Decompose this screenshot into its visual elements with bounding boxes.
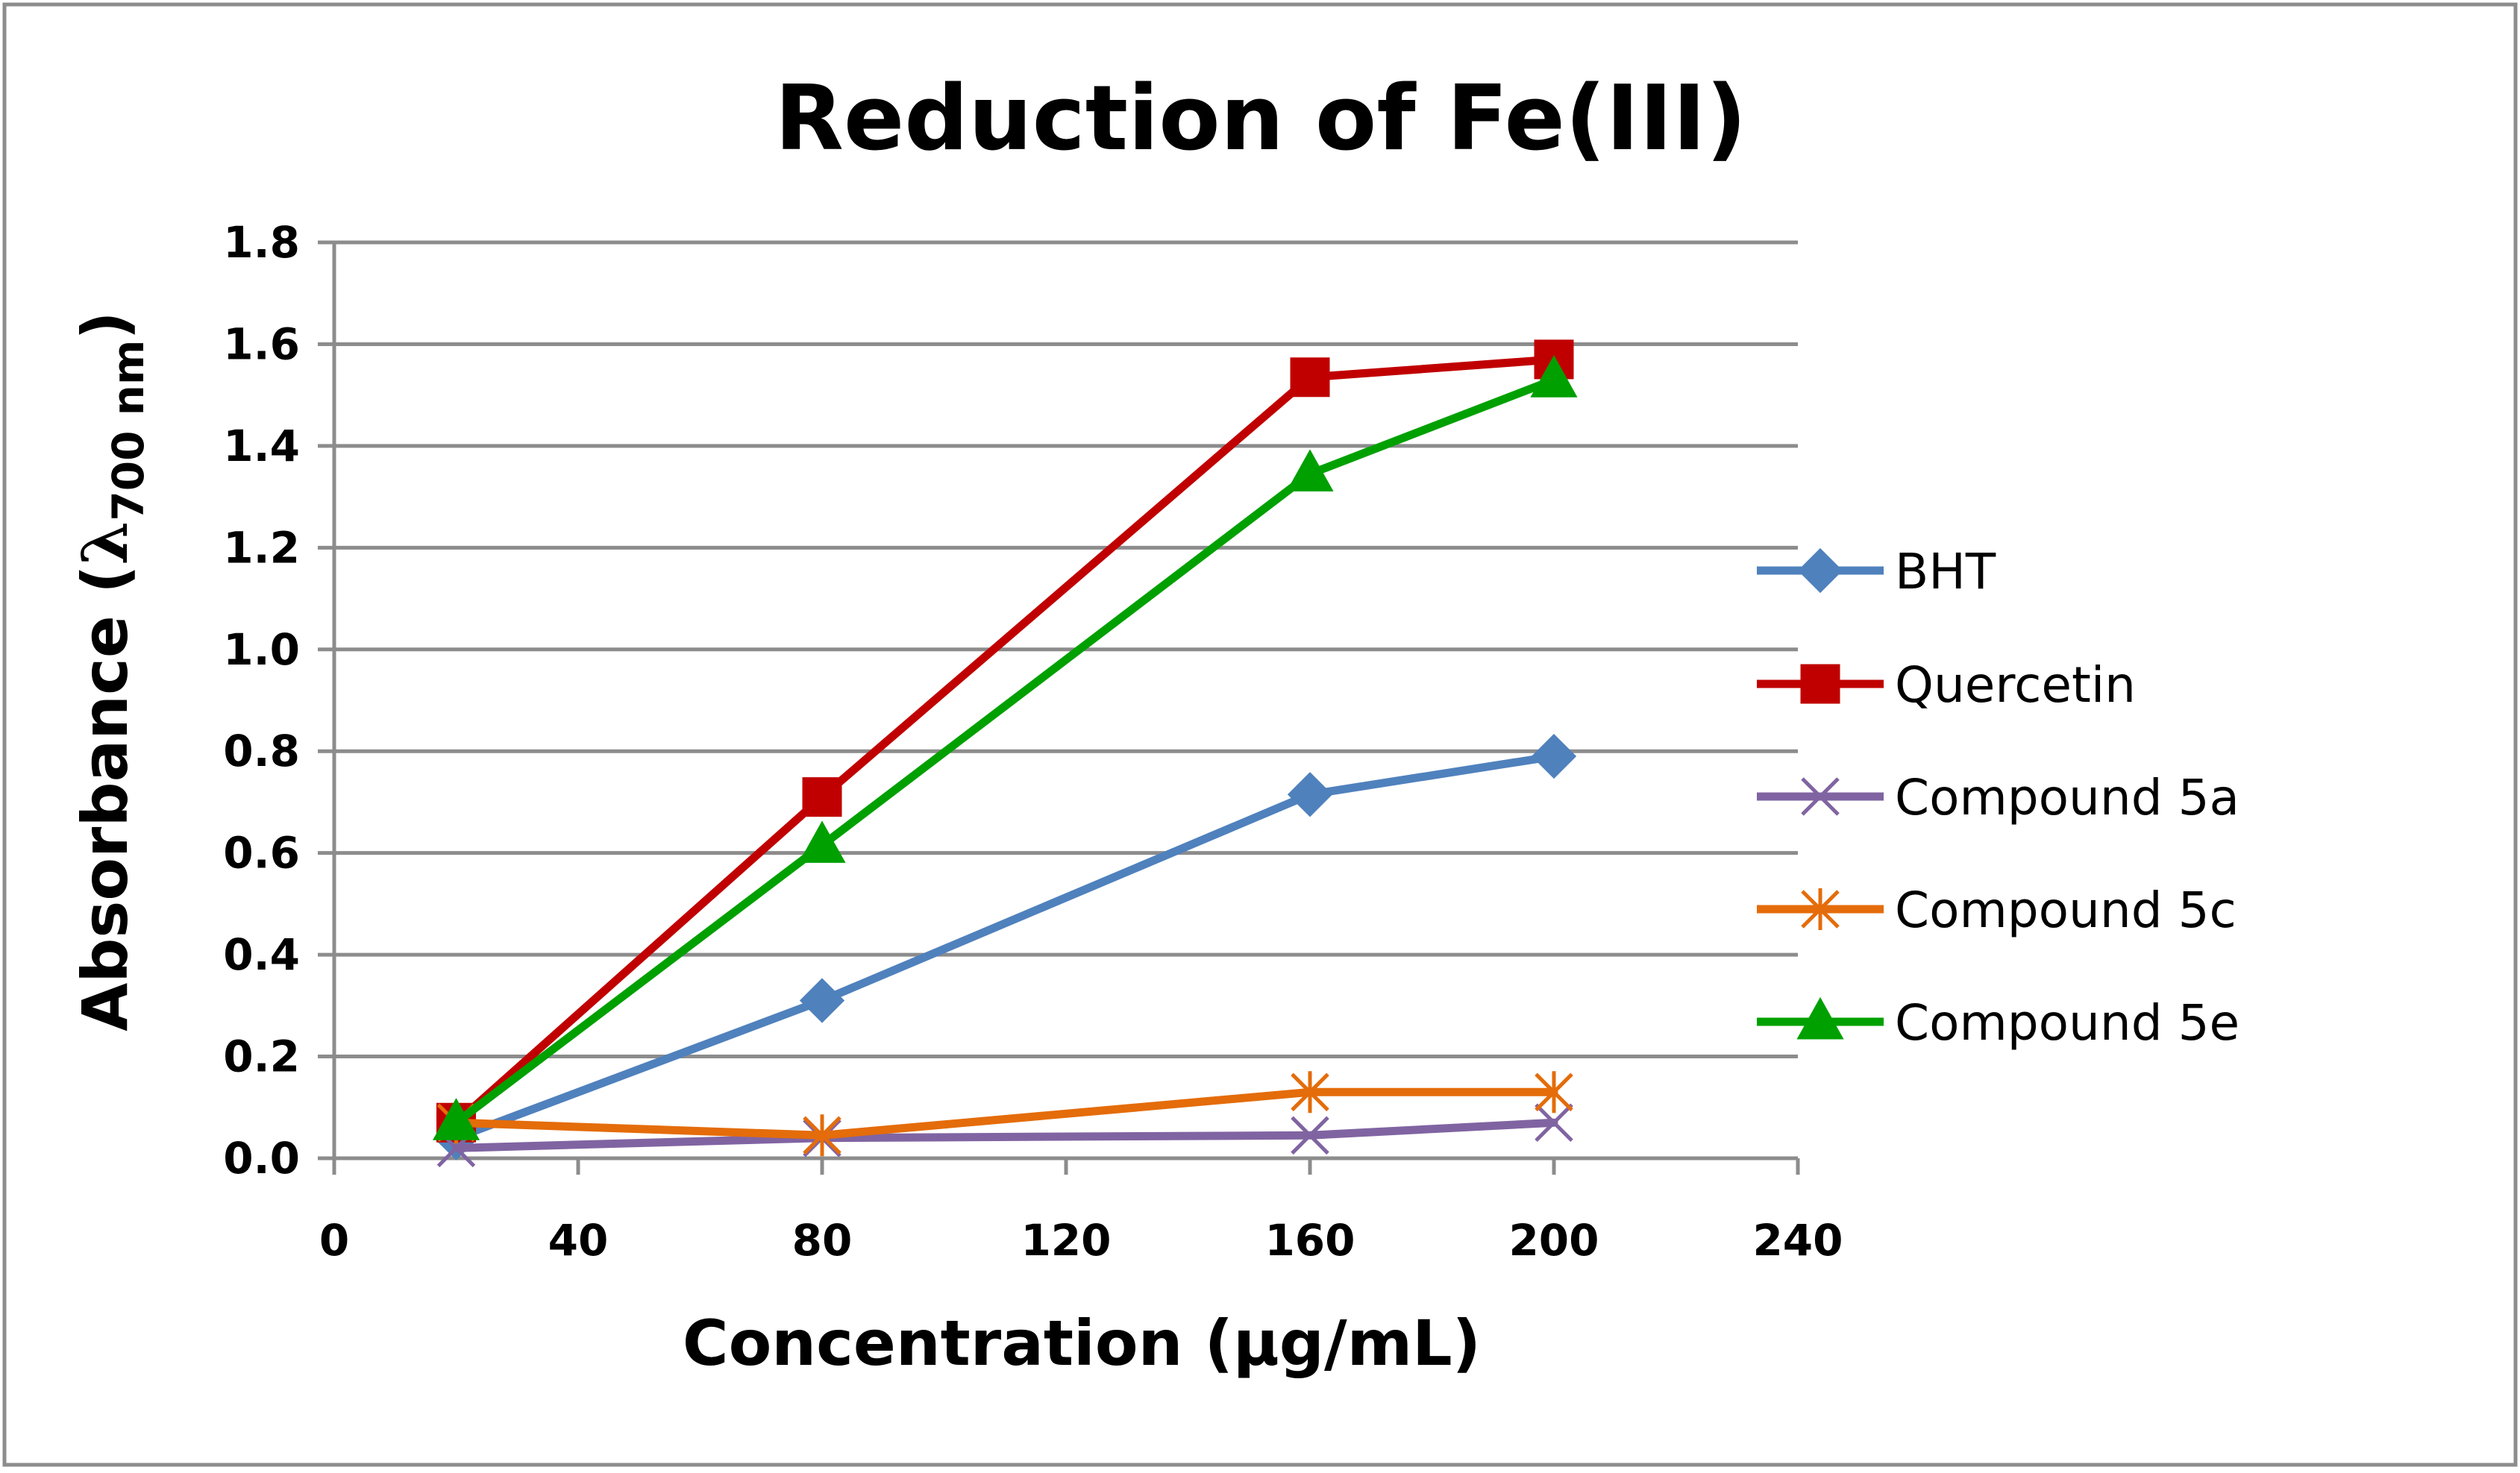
data-point-compound-5e [1286,449,1334,491]
y-tick-label: 1.2 [223,522,300,573]
legend-label: Compound 5a [1895,769,2240,826]
series-line-quercetin [452,355,1558,1127]
data-point-quercetin [1290,357,1330,398]
data-point-compound-5e [432,1098,480,1140]
y-axis-label-text: Absorbance ( [69,565,142,1031]
legend-label: BHT [1895,543,1996,600]
chart-title: Reduction of Fe(III) [775,67,1747,171]
y-tick-label: 0.6 [223,828,300,879]
y-tick-label: 0.8 [223,726,300,776]
legend-swatch-marker [1801,888,1840,930]
data-point-compound-5c [1535,1071,1573,1114]
series-bht [433,733,1577,1161]
legend-label: Compound 5e [1895,994,2240,1052]
legend-item-compound-5e: Compound 5e [1757,994,2240,1052]
series [432,339,1578,1168]
series-line-compound-5e [452,375,1558,1127]
data-point-quercetin [802,777,842,817]
gridlines [334,240,1798,1059]
data-point-compound-5c [803,1114,841,1157]
data-point-compound-5a [1535,1103,1573,1143]
y-axis-label: Absorbance (λ700 nm) [68,311,154,1031]
data-point-compound-5c [1291,1071,1329,1114]
series-line-compound-5c [452,1087,1558,1140]
legend-item-compound-5a: Compound 5a [1757,769,2240,826]
x-tick-label: 0 [319,1215,349,1266]
y-tick-label: 1.8 [223,217,300,268]
legend-swatch-marker [1800,664,1840,704]
data-point-compound-5a [1291,1116,1329,1155]
data-point-bht [799,978,845,1023]
legend-swatch-marker [1801,777,1840,816]
legend-item-bht: BHT [1757,543,1996,600]
x-tick-label: 40 [548,1215,609,1266]
data-point-compound-5e [798,820,846,863]
y-tick-label: 1.6 [223,318,300,369]
series-line-bht [452,752,1558,1143]
x-tick-label: 120 [1021,1215,1111,1266]
series-line-compound-5a [452,1118,1558,1152]
y-tick-label: 0.0 [223,1133,300,1184]
data-point-compound-5e [1530,355,1578,398]
x-tick-label: 200 [1508,1215,1599,1266]
legend-item-quercetin: Quercetin [1757,656,2136,714]
x-axis-label: Concentration (µg/mL) [683,1307,1481,1380]
legend-swatch-marker [1796,996,1844,1040]
data-point-bht [1287,772,1333,817]
y-tick-label: 1.0 [223,624,300,675]
y-tick-label: 1.4 [223,421,300,471]
y-tick-label: 0.4 [223,929,300,980]
legend-label: Compound 5c [1895,882,2237,939]
legend-label: Quercetin [1895,656,2136,714]
y-axis-label-subscript: 700 nm [103,340,154,521]
x-tick-label: 240 [1752,1215,1843,1266]
y-axis-label-close: ) [69,311,142,339]
y-tick-label: 0.2 [223,1031,300,1082]
legend: BHT Quercetin Compound 5a Compound 5c Compou… [1757,543,2240,1052]
legend-item-compound-5c: Compound 5c [1757,882,2237,939]
x-tick-label: 80 [792,1215,853,1266]
legend-swatch-marker [1797,547,1843,594]
x-tick-label: 160 [1264,1215,1355,1266]
axes: 0.0 0.2 0.4 0.6 0.8 1.0 1.2 1.4 1.6 1.8 0 40 80 120 16… [223,217,1843,1266]
data-point-bht [1531,733,1577,779]
series-compound-5e [432,355,1578,1140]
y-axis-label-lambda: λ [68,521,142,565]
